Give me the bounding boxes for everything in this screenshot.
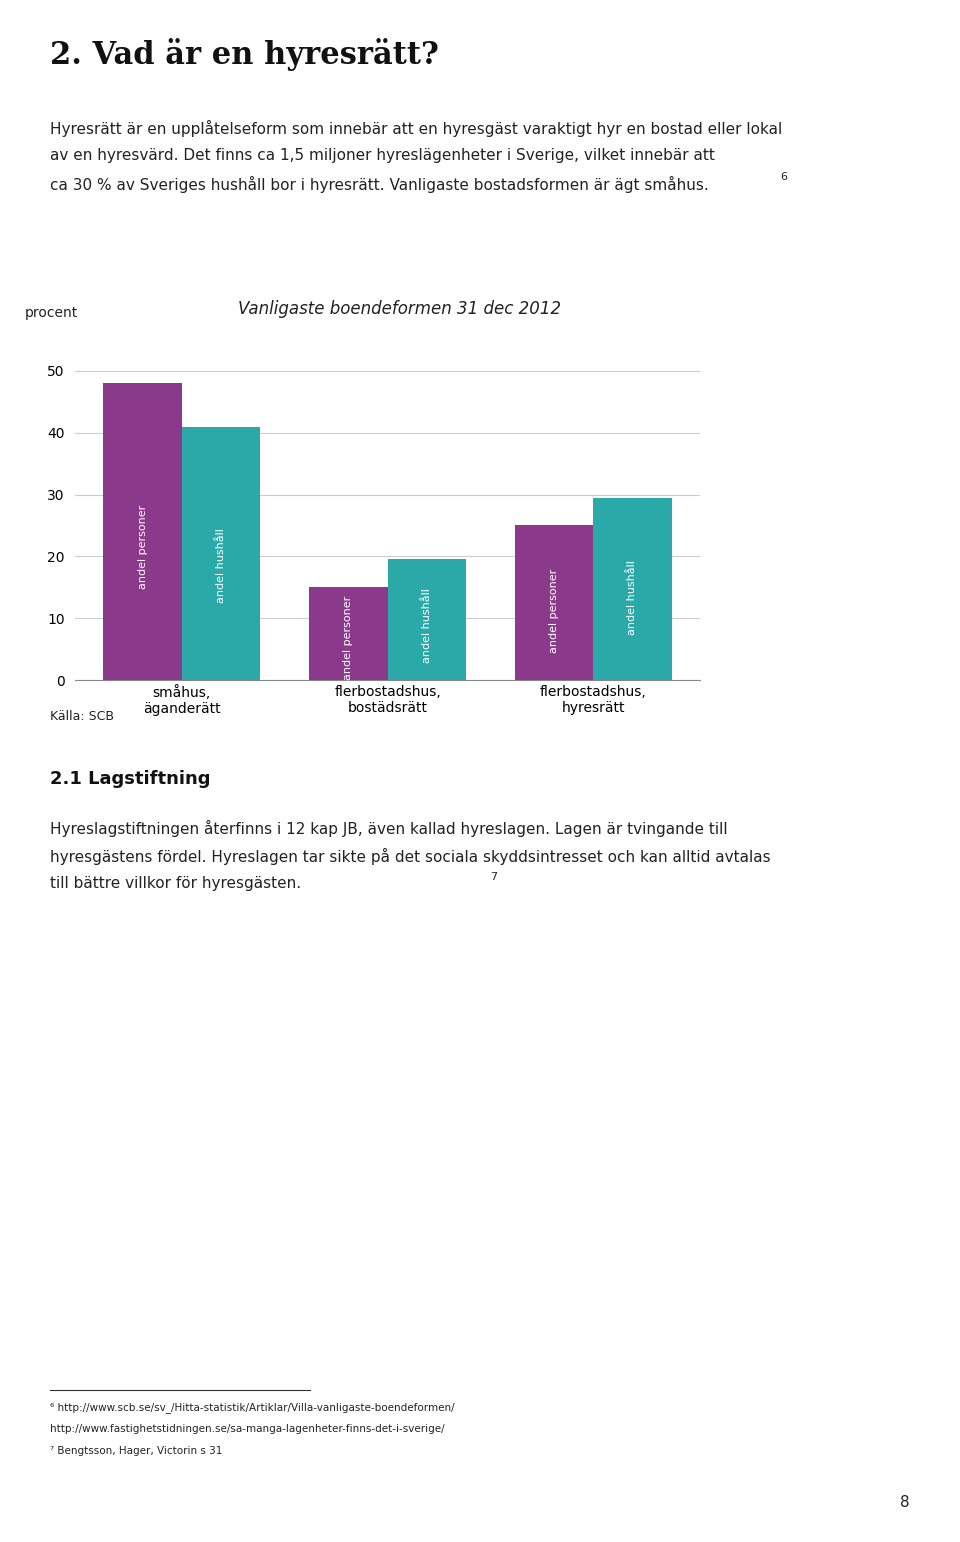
Text: andel personer: andel personer — [549, 569, 560, 652]
Text: andel hushåll: andel hushåll — [628, 560, 637, 635]
Text: av en hyresvärd. Det finns ca 1,5 miljoner hyreslägenheter i Sverige, vilket inn: av en hyresvärd. Det finns ca 1,5 miljon… — [50, 148, 715, 163]
Text: 7: 7 — [490, 871, 497, 882]
Text: 6: 6 — [780, 173, 787, 182]
Text: 2. Vad är en hyresrätt?: 2. Vad är en hyresrätt? — [50, 39, 439, 71]
Bar — [181, 427, 260, 680]
Text: ⁷ Bengtsson, Hager, Victorin s 31: ⁷ Bengtsson, Hager, Victorin s 31 — [50, 1446, 223, 1456]
Text: 8: 8 — [900, 1496, 910, 1510]
Text: Hyreslagstiftningen återfinns i 12 kap JB, även kallad hyreslagen. Lagen är tvin: Hyreslagstiftningen återfinns i 12 kap J… — [50, 820, 728, 837]
Text: andel hushåll: andel hushåll — [216, 529, 226, 603]
Text: procent: procent — [25, 305, 79, 319]
Text: Vanligaste boendeformen 31 dec 2012: Vanligaste boendeformen 31 dec 2012 — [238, 301, 562, 318]
Text: Källa: SCB: Källa: SCB — [50, 709, 114, 723]
Text: andel hushåll: andel hushåll — [421, 589, 432, 663]
Bar — [309, 588, 388, 680]
Text: ca 30 % av Sveriges hushåll bor i hyresrätt. Vanligaste bostadsformen är ägt små: ca 30 % av Sveriges hushåll bor i hyresr… — [50, 176, 708, 193]
Bar — [516, 526, 593, 680]
Text: http://www.fastighetstidningen.se/sa-manga-lagenheter-finns-det-i-sverige/: http://www.fastighetstidningen.se/sa-man… — [50, 1423, 444, 1434]
Bar — [104, 384, 181, 680]
Text: ⁶ http://www.scb.se/sv_/Hitta-statistik/Artiklar/Villa-vanligaste-boendeformen/: ⁶ http://www.scb.se/sv_/Hitta-statistik/… — [50, 1402, 455, 1412]
Text: andel personer: andel personer — [344, 597, 353, 680]
Bar — [388, 560, 466, 680]
Text: 2.1 Lagstiftning: 2.1 Lagstiftning — [50, 769, 210, 788]
Bar — [593, 498, 672, 680]
Text: andel personer: andel personer — [137, 504, 148, 589]
Text: Hyresrätt är en upplåtelseform som innebär att en hyresgäst varaktigt hyr en bos: Hyresrätt är en upplåtelseform som inneb… — [50, 120, 782, 137]
Text: till bättre villkor för hyresgästen.: till bättre villkor för hyresgästen. — [50, 876, 301, 891]
Text: hyresgästens fördel. Hyreslagen tar sikte på det sociala skyddsintresset och kan: hyresgästens fördel. Hyreslagen tar sikt… — [50, 848, 771, 865]
